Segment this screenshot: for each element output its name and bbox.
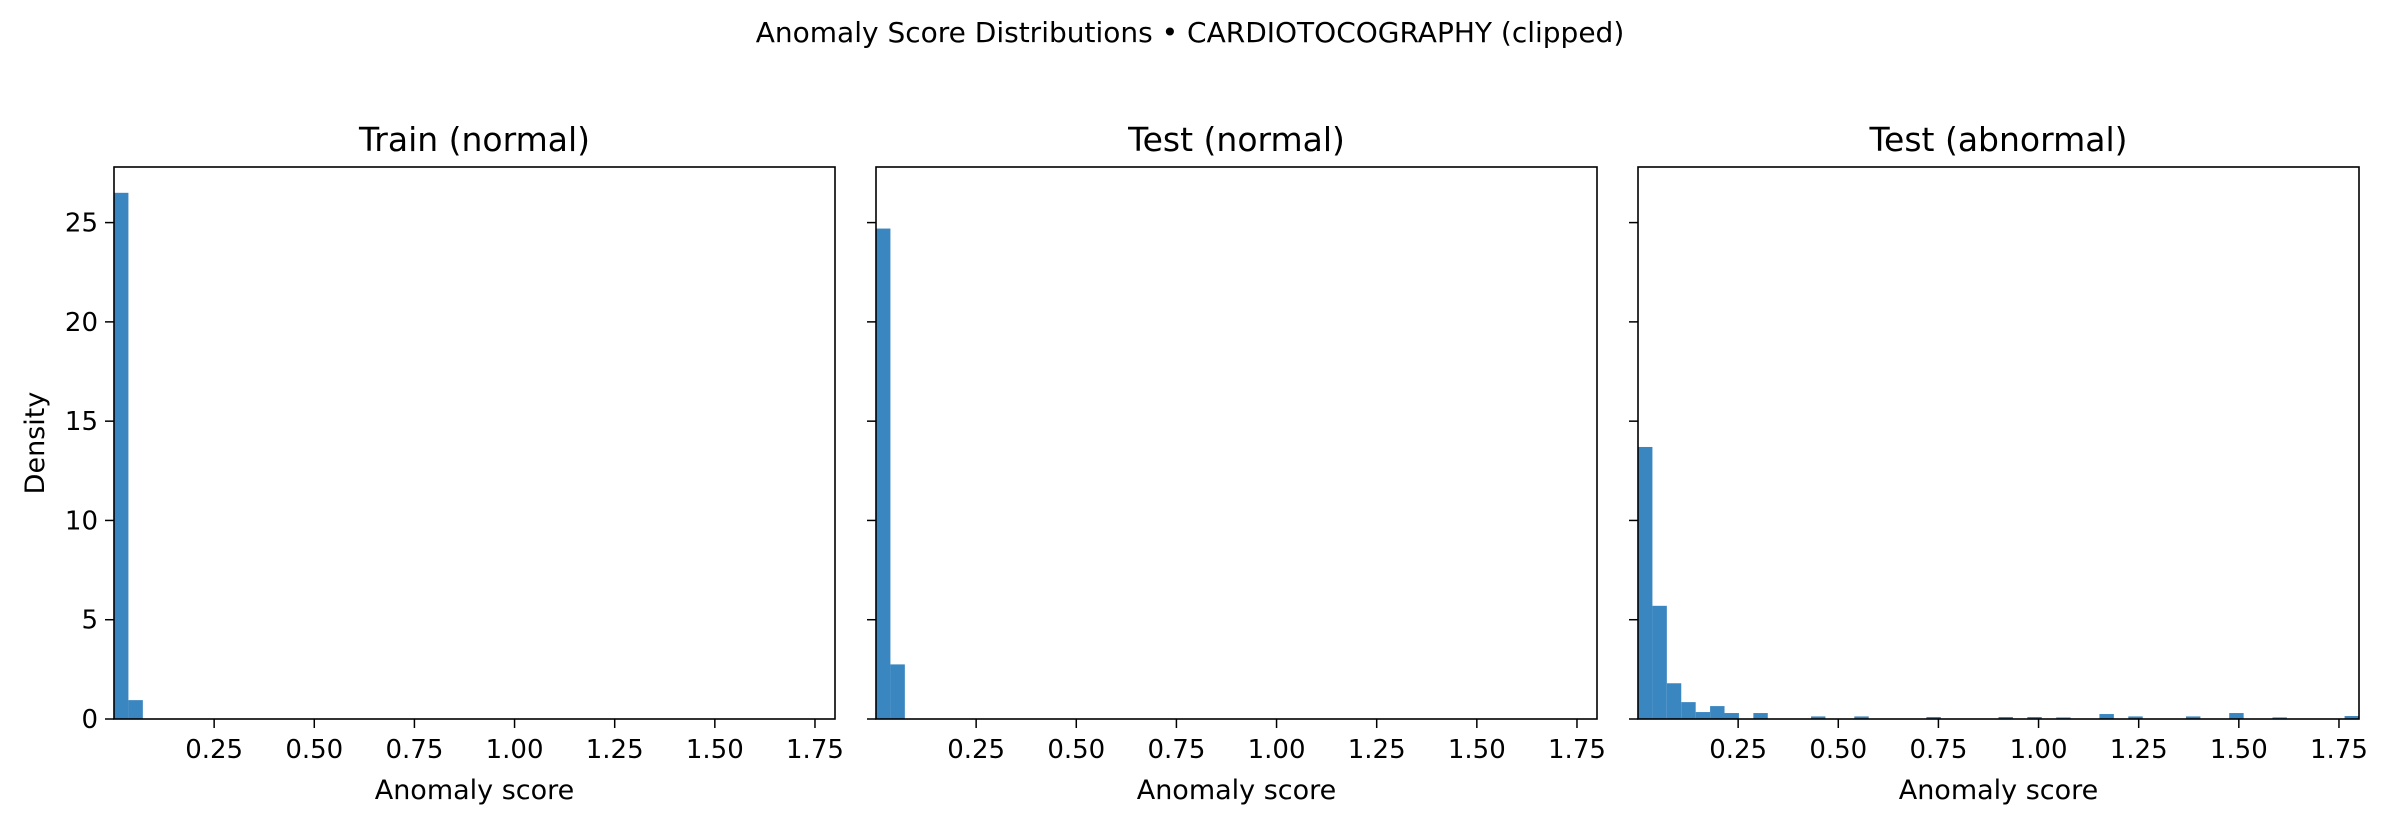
histogram-bar [2185, 716, 2201, 719]
axes-frame [113, 166, 836, 720]
x-tick-label: 0.25 [947, 735, 1005, 765]
x-tick-label: 1.00 [1248, 735, 1306, 765]
x-tick-label: 0.75 [1147, 735, 1205, 765]
histogram-bar [890, 664, 905, 719]
x-tick-label: 1.50 [2210, 735, 2268, 765]
histogram-bar [1724, 713, 1739, 719]
x-tick-label: 1.00 [2010, 735, 2068, 765]
x-tick-label: 0.25 [185, 735, 243, 765]
x-axis-label: Anomaly score [1137, 775, 1337, 806]
axes-frame [1637, 166, 2360, 720]
x-tick-label: 1.75 [786, 735, 844, 765]
histogram-bar [2128, 716, 2143, 719]
histogram-bar [876, 228, 891, 719]
y-tick-label: 5 [81, 606, 98, 636]
histogram-bar [1811, 716, 1826, 719]
panel-1: Train (normal) 0.25 0.50 0.75 1.00 1.25 1.50 1.… [20, 120, 844, 806]
histogram-bar [128, 700, 143, 719]
histogram-bar [1998, 717, 2013, 719]
x-tick-label: 0.50 [1809, 735, 1867, 765]
histogram-bar [1926, 717, 1941, 719]
y-tick-label: 20 [65, 308, 98, 338]
histogram-bar [2027, 717, 2042, 719]
panel-3: Test (abnormal) 0.25 0.50 0.75 1.00 1.25 1.50 1… [1629, 120, 2368, 806]
x-tick-label: 0.50 [1047, 735, 1105, 765]
y-axis-label: Density [20, 392, 51, 495]
panel-2: Test (normal) 0.25 0.50 0.75 1.00 1.25 1.50 1.7… [867, 120, 1606, 806]
histogram-bar [2344, 716, 2359, 719]
y-tick-label: 10 [65, 506, 98, 536]
histogram-bar [1710, 706, 1725, 719]
panel-title: Test (normal) [1127, 120, 1345, 159]
histogram-bar [1652, 605, 1667, 719]
histogram-bar [2099, 714, 2114, 719]
x-tick-label: 1.25 [586, 735, 644, 765]
y-tick-label: 25 [65, 209, 98, 239]
figure-suptitle: Anomaly Score Distributions • CARDIOTOCO… [756, 16, 1625, 49]
x-tick-label: 1.25 [1348, 735, 1406, 765]
histogram-bar [1695, 712, 1711, 719]
x-axis-label: Anomaly score [375, 775, 575, 806]
x-tick-label: 0.75 [1909, 735, 1967, 765]
x-axis-label: Anomaly score [1899, 775, 2099, 806]
x-tick-label: 1.00 [486, 735, 544, 765]
panels: Train (normal) 0.25 0.50 0.75 1.00 1.25 1.50 1.… [20, 120, 2368, 806]
y-tick-label: 0 [81, 705, 98, 735]
axes-frame [875, 166, 1598, 720]
histogram-bar [1753, 713, 1768, 719]
x-tick-label: 0.50 [285, 735, 343, 765]
histogram-bar [1854, 716, 1869, 719]
x-tick-label: 0.25 [1709, 735, 1767, 765]
histogram-bar [1666, 683, 1682, 719]
panel-title: Test (abnormal) [1868, 120, 2127, 159]
histogram-bar [114, 192, 129, 720]
y-tick-label: 15 [65, 407, 98, 437]
x-tick-label: 1.75 [1548, 735, 1606, 765]
x-tick-label: 1.25 [2110, 735, 2168, 765]
x-tick-label: 1.50 [686, 735, 744, 765]
x-tick-label: 0.75 [385, 735, 443, 765]
panel-title: Train (normal) [358, 120, 590, 159]
x-tick-label: 1.75 [2310, 735, 2368, 765]
x-tick-label: 1.50 [1448, 735, 1506, 765]
histogram-bar [2229, 713, 2244, 719]
histogram-bar [1681, 702, 1696, 719]
histogram-bar [1638, 446, 1653, 719]
